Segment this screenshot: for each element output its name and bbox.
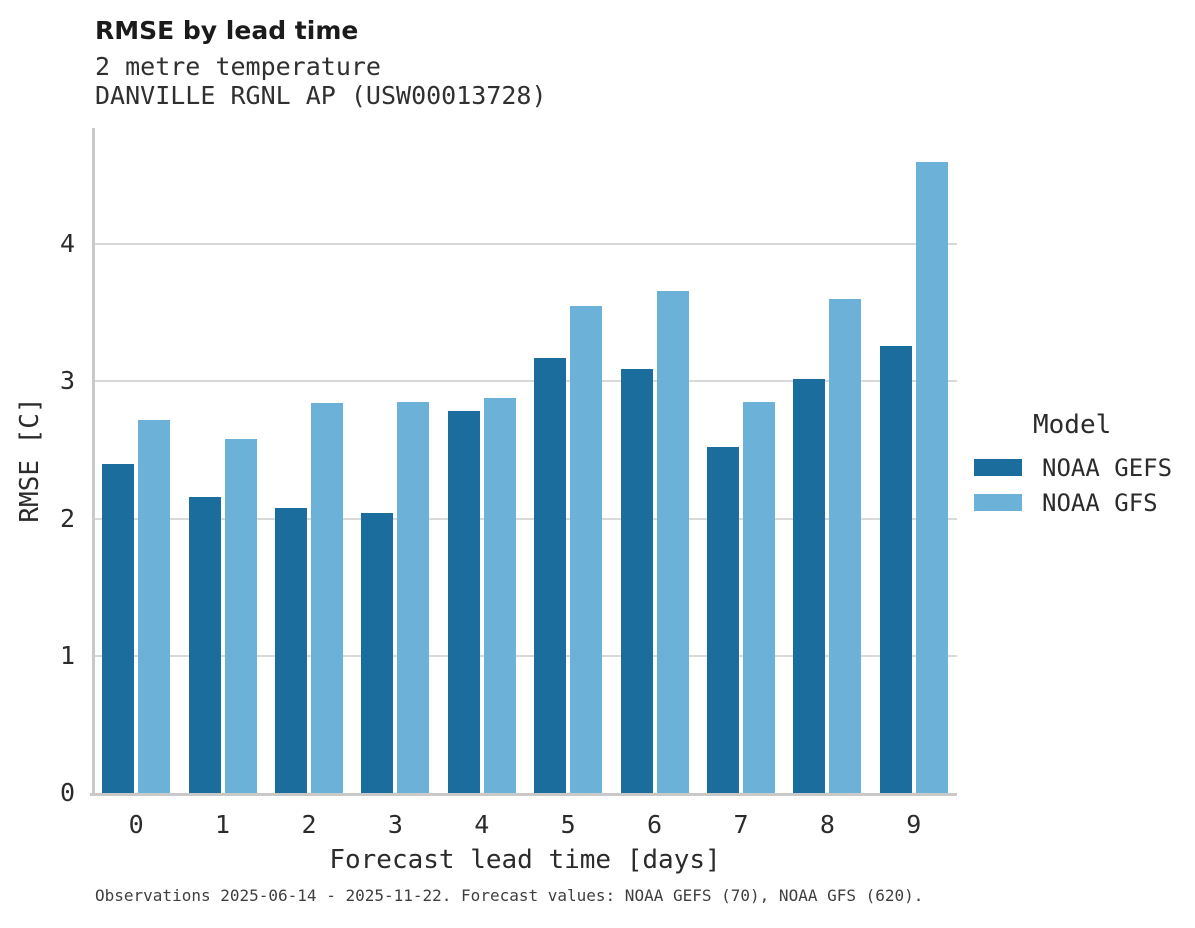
chart-subtitle-station: DANVILLE RGNL AP (USW00013728) (95, 81, 547, 110)
legend-label: NOAA GFS (1042, 488, 1158, 517)
y-tick-label-1: 1 (59, 640, 75, 670)
bar-noaa-gefs-day-2 (275, 507, 307, 793)
bar-noaa-gfs-day-1 (224, 438, 257, 793)
bar-noaa-gefs-day-4 (447, 411, 480, 793)
bar-noaa-gfs-day-6 (656, 290, 689, 793)
chart-subtitle-variable: 2 metre temperature (95, 52, 381, 81)
bar-noaa-gfs-day-7 (743, 401, 775, 793)
y-axis-spine (92, 128, 95, 793)
bar-noaa-gefs-day-6 (620, 368, 653, 793)
chart-title: RMSE by lead time (95, 16, 359, 45)
bar-noaa-gfs-day-9 (915, 161, 948, 793)
legend-swatch-icon (974, 459, 1022, 476)
bar-noaa-gefs-day-7 (707, 447, 739, 793)
gridline-y-3 (93, 380, 957, 383)
y-tick-label-4: 4 (59, 229, 75, 258)
x-tick-label-0: 0 (128, 810, 144, 839)
bar-noaa-gefs-day-8 (793, 378, 826, 793)
bar-noaa-gefs-day-0 (102, 463, 135, 793)
bar-noaa-gfs-day-8 (829, 298, 862, 793)
legend-title: Model (1033, 410, 1112, 440)
bar-noaa-gfs-day-0 (138, 419, 171, 793)
legend-label: NOAA GEFS (1042, 453, 1173, 482)
x-tick-label-8: 8 (819, 810, 835, 839)
legend: Model NOAA GEFS NOAA GFS (974, 410, 1194, 520)
y-tick-label-2: 2 (59, 503, 75, 533)
bar-noaa-gefs-day-3 (361, 513, 394, 793)
x-tick-label-2: 2 (301, 810, 317, 839)
y-axis-title: RMSE [C] (15, 397, 45, 523)
footnote: Observations 2025-06-14 - 2025-11-22. Fo… (95, 886, 924, 905)
gridline-y-1 (93, 654, 957, 657)
x-tick-label-4: 4 (474, 810, 490, 839)
legend-entry-noaa-gfs: NOAA GFS (974, 485, 1194, 520)
bar-noaa-gfs-day-4 (483, 397, 516, 793)
bar-noaa-gefs-day-1 (188, 496, 221, 793)
x-tick-label-7: 7 (733, 810, 749, 839)
x-tick-label-1: 1 (215, 810, 231, 839)
bar-noaa-gfs-day-2 (311, 403, 343, 793)
x-tick-label-5: 5 (560, 810, 576, 839)
y-tick-label-3: 3 (59, 366, 75, 396)
bar-noaa-gfs-day-3 (397, 401, 430, 793)
bar-noaa-gefs-day-5 (534, 357, 567, 793)
x-tick-label-6: 6 (647, 810, 663, 839)
legend-entry-noaa-gefs: NOAA GEFS (974, 450, 1194, 485)
x-axis-spine (90, 793, 957, 796)
bar-noaa-gfs-day-5 (570, 305, 603, 793)
bar-noaa-gefs-day-9 (879, 345, 912, 793)
x-tick-label-3: 3 (387, 810, 403, 839)
y-tick-label-0: 0 (59, 778, 75, 807)
legend-swatch-icon (974, 494, 1022, 511)
gridline-y-4 (93, 243, 957, 245)
gridline-y-2 (93, 517, 957, 520)
x-tick-label-9: 9 (906, 810, 922, 839)
legend-entries: NOAA GEFS NOAA GFS (974, 450, 1194, 520)
x-axis-title: Forecast lead time [days] (329, 845, 721, 875)
